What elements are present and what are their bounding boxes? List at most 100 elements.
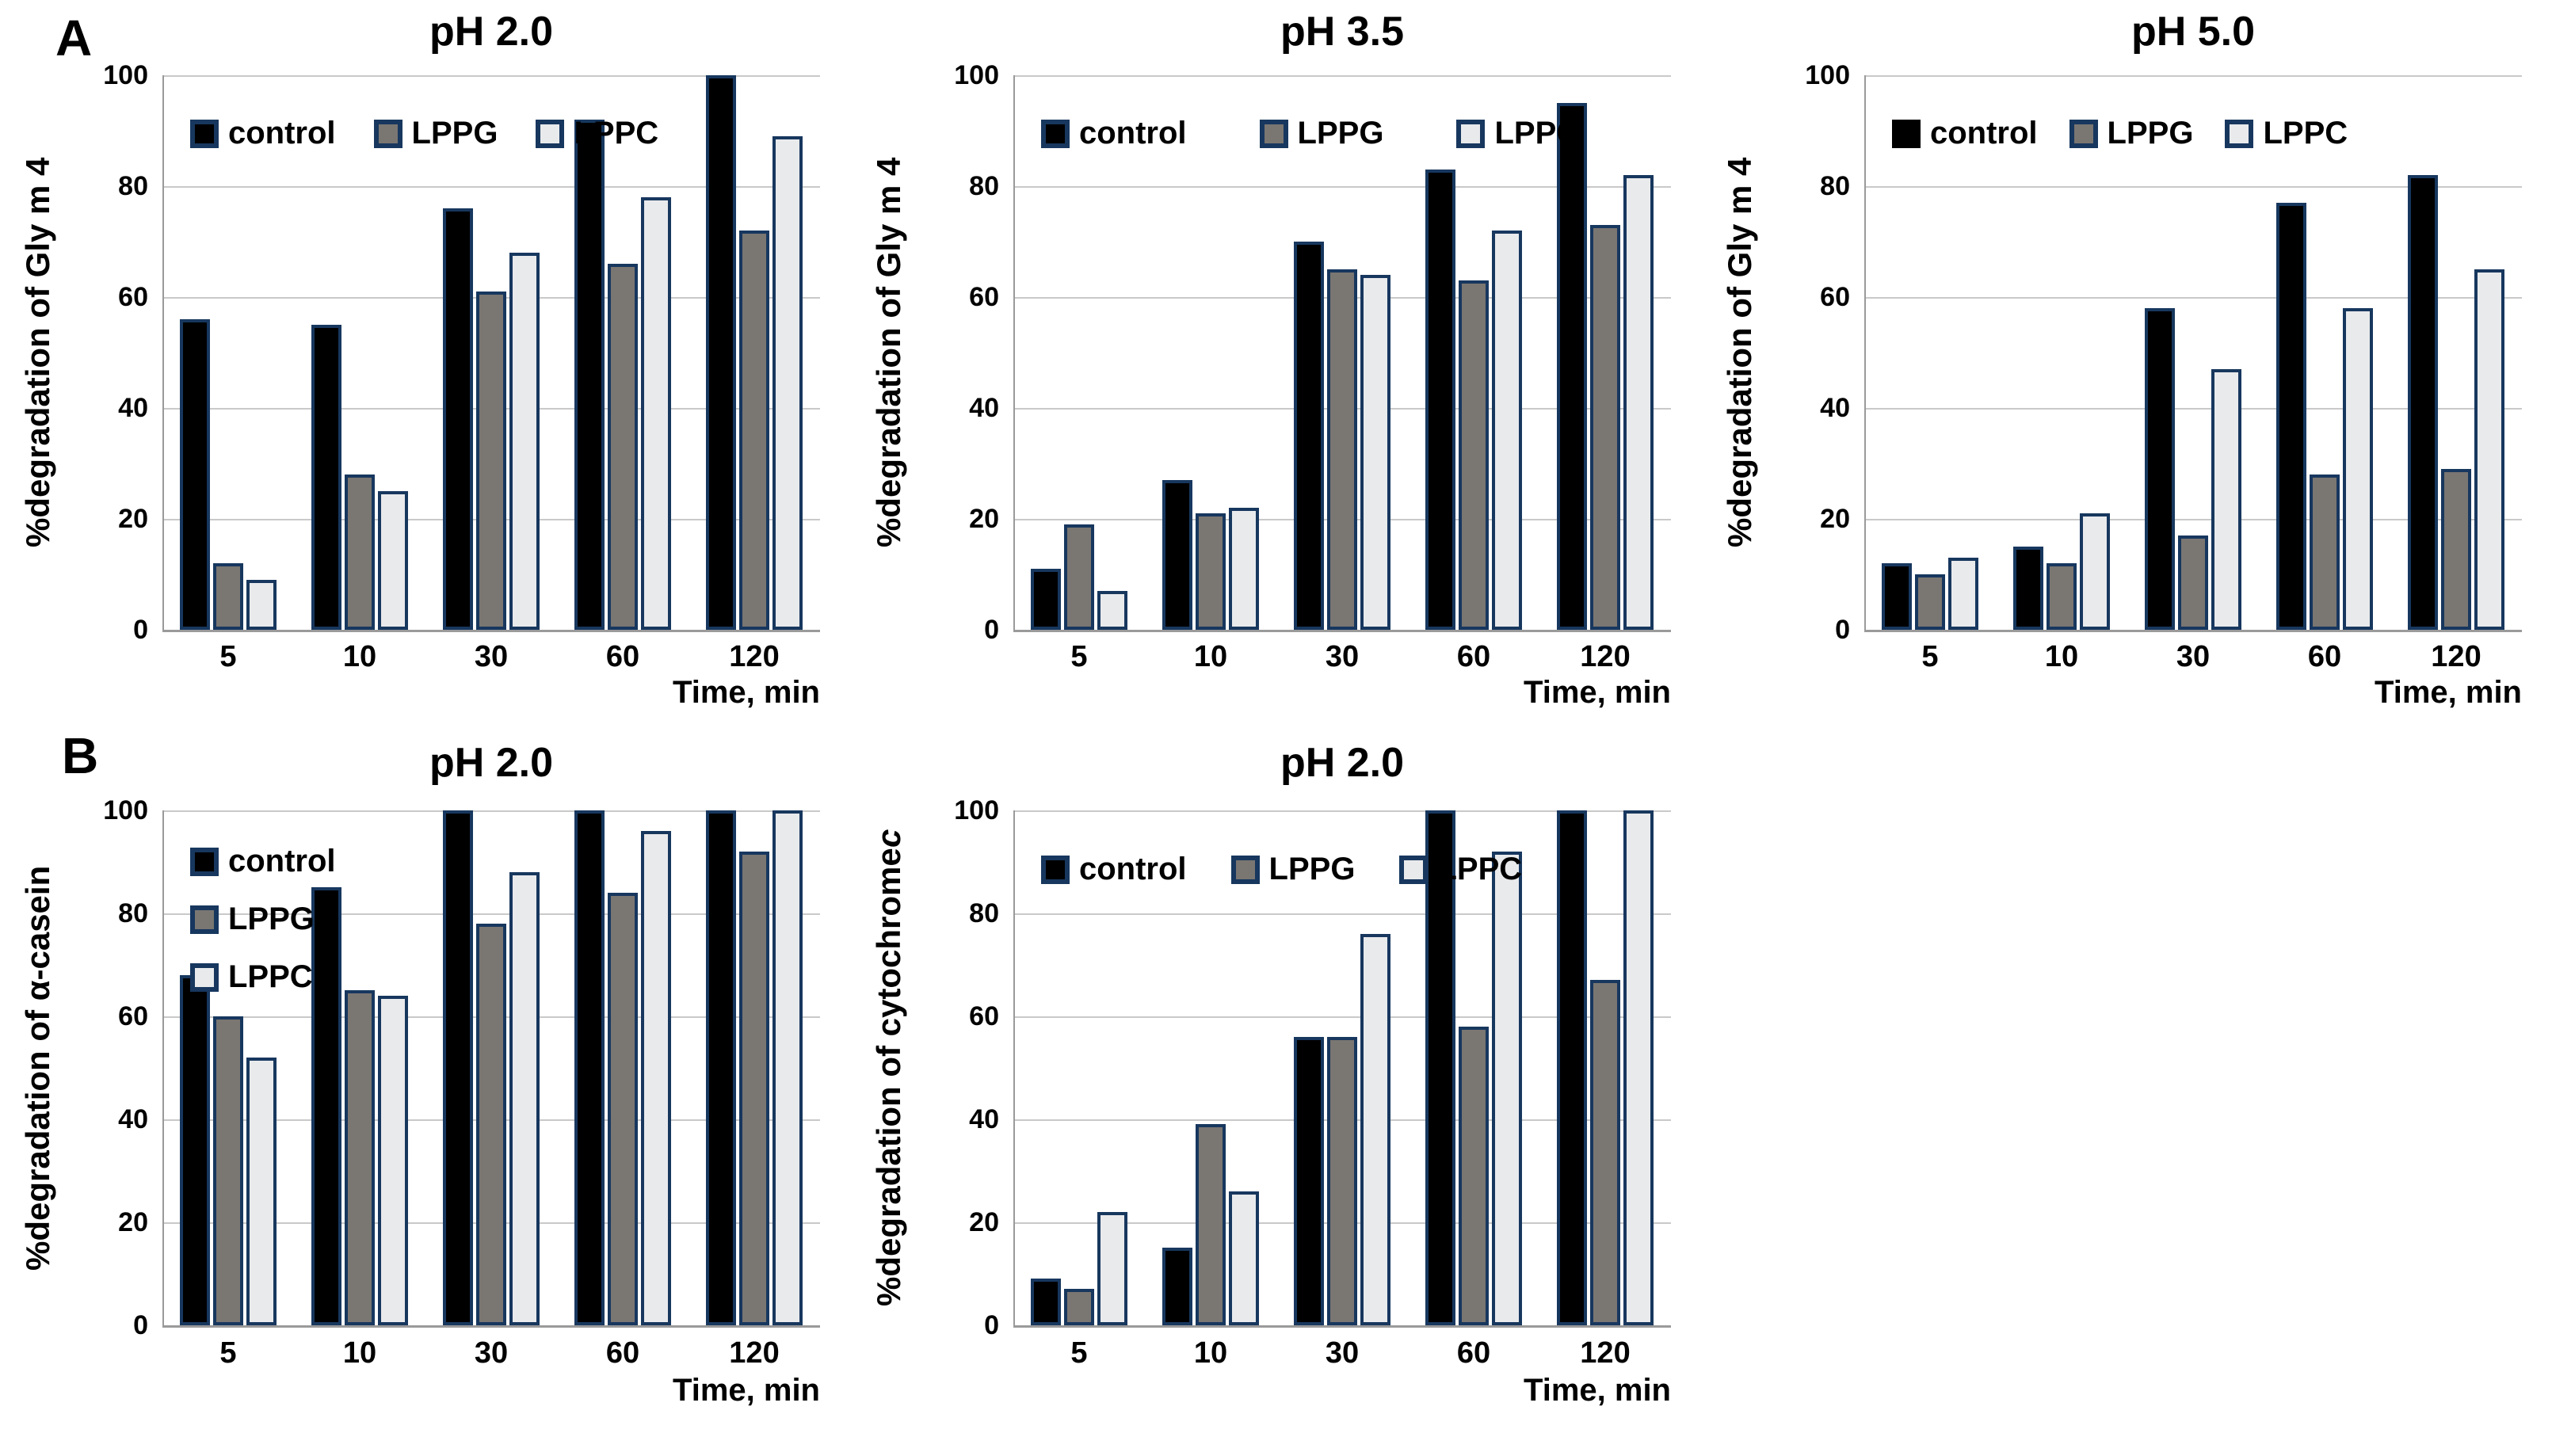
- gridline-0: [1013, 1325, 1671, 1328]
- legend-swatch-control: [1892, 119, 1921, 148]
- legend-swatch-LPPG: [373, 119, 402, 148]
- x-tick-30: 30: [474, 1336, 509, 1370]
- legend-label-LPPC: LPPC: [1437, 852, 1523, 886]
- bar-LPPG-60min: [608, 264, 638, 630]
- legend-swatch-control: [1041, 119, 1070, 148]
- legend-swatch-LPPG: [190, 905, 219, 934]
- y-axis-label-text: %degradation of Gly m 4: [19, 157, 56, 548]
- x-tick-30: 30: [2176, 640, 2211, 673]
- legend-swatch-LPPC: [190, 962, 219, 992]
- y-tick-60: 60: [118, 282, 148, 312]
- y-tick-40: 40: [118, 1104, 148, 1134]
- bar-LPPC-10min: [378, 491, 408, 630]
- bar-LPPC-120min: [1623, 175, 1654, 630]
- bar-LPPG-60min: [1459, 1027, 1489, 1325]
- gridline-100: [162, 810, 820, 812]
- legend-label-LPPC: LPPC: [574, 116, 659, 151]
- y-tick-40: 40: [118, 393, 148, 423]
- y-tick-100: 100: [103, 60, 148, 90]
- y-tick-20: 20: [118, 504, 148, 534]
- bar-LPPC-60min: [2343, 308, 2373, 630]
- bar-LPPC-30min: [2211, 369, 2241, 630]
- bar-LPPG-120min: [739, 231, 769, 630]
- bar-control-60min: [574, 120, 605, 630]
- bar-LPPC-5min: [1948, 558, 1978, 630]
- bar-LPPC-60min: [641, 197, 671, 630]
- legend-label-LPPG: LPPG: [411, 116, 498, 151]
- bar-control-10min: [2013, 547, 2043, 630]
- bar-control-60min: [574, 810, 605, 1325]
- legend-swatch-LPPG: [2069, 119, 2098, 148]
- bar-LPPG-10min: [1196, 513, 1226, 630]
- y-tick-40: 40: [969, 1104, 999, 1134]
- bar-LPPG-5min: [1064, 524, 1094, 630]
- y-tick-40: 40: [1820, 393, 1850, 423]
- bar-LPPG-5min: [213, 563, 243, 630]
- bar-LPPG-30min: [2178, 536, 2208, 630]
- bar-LPPC-30min: [1360, 275, 1390, 630]
- bar-LPPG-120min: [739, 852, 769, 1325]
- bar-LPPC-120min: [772, 136, 803, 630]
- legend-swatch-control: [190, 119, 219, 148]
- bar-control-10min: [1162, 1248, 1192, 1325]
- legend-item-LPPC: LPPC: [2225, 116, 2348, 151]
- gridline-0: [1013, 630, 1671, 632]
- bar-LPPG-30min: [1327, 1037, 1357, 1325]
- y-tick-100: 100: [103, 795, 148, 825]
- bar-LPPG-5min: [1915, 574, 1945, 630]
- bar-control-120min: [706, 75, 736, 630]
- x-axis-title: Time, min: [2375, 675, 2522, 710]
- y-tick-20: 20: [969, 1207, 999, 1237]
- bar-LPPC-10min: [1229, 508, 1259, 630]
- gridline-80: [162, 186, 820, 188]
- bar-LPPC-10min: [1229, 1191, 1259, 1325]
- bar-LPPC-120min: [2474, 269, 2504, 630]
- bar-control-120min: [2408, 175, 2438, 630]
- panel-label-b: B: [62, 727, 99, 784]
- x-axis-title: Time, min: [673, 675, 820, 710]
- legend-label-control: control: [1930, 116, 2038, 151]
- legend-label-LPPC: LPPC: [228, 959, 313, 994]
- x-tick-5: 5: [219, 640, 237, 673]
- x-tick-60: 60: [1456, 1336, 1491, 1370]
- x-tick-5: 5: [1921, 640, 1939, 673]
- y-axis-label-text: %degradation of cytochrome: [870, 848, 907, 1307]
- legend-label-control: control: [1079, 852, 1187, 886]
- gridline-100: [1864, 75, 2522, 77]
- bar-control-5min: [180, 975, 210, 1325]
- gridline-100: [1013, 75, 1671, 77]
- bar-LPPG-60min: [1459, 280, 1489, 630]
- legend-item-LPPC: LPPC: [536, 116, 658, 151]
- legend-label-LPPG: LPPG: [2107, 116, 2194, 151]
- y-axis-label: %degradation of Gly m 4: [1716, 75, 1764, 630]
- legend-label-control: control: [1079, 116, 1187, 151]
- bar-chart-4: pH 2.0 0 20 40 60 80 100 %degradation of α-case…: [0, 717, 850, 1456]
- bar-control-60min: [1425, 170, 1455, 630]
- legend-item-control: control: [1892, 116, 2038, 151]
- y-tick-80: 80: [969, 898, 999, 928]
- gridline-80: [1013, 913, 1671, 915]
- bar-chart-3: pH 5.0 0 20 40 60 80 100 %degradation of Gly m …: [1702, 0, 2552, 717]
- legend-swatch-LPPC: [2225, 119, 2254, 148]
- x-tick-5: 5: [1070, 1336, 1088, 1370]
- legend-item-control: control: [1041, 852, 1187, 887]
- y-axis-label: %degradation of α-casein: [14, 810, 62, 1325]
- gridline-80: [162, 913, 820, 915]
- panel-label-a: A: [55, 10, 93, 67]
- chart-title: pH 2.0: [429, 9, 554, 55]
- bar-control-5min: [1031, 569, 1061, 630]
- legend-label-control: control: [228, 844, 336, 879]
- bar-LPPC-10min: [2080, 513, 2110, 630]
- bar-LPPG-30min: [476, 924, 506, 1325]
- bar-control-120min: [1557, 810, 1587, 1325]
- legend: control LPPG LPPC: [1041, 116, 1579, 151]
- x-tick-60: 60: [1456, 640, 1491, 673]
- bar-chart-5: pH 2.0 0 20 40 60 80 100 %degradation of cytoch…: [851, 717, 1701, 1456]
- y-tick-0: 0: [133, 615, 148, 645]
- x-tick-30: 30: [474, 640, 509, 673]
- bar-LPPG-120min: [2441, 469, 2471, 630]
- bar-control-120min: [1557, 103, 1587, 630]
- gridline-0: [162, 630, 820, 632]
- y-tick-20: 20: [969, 504, 999, 534]
